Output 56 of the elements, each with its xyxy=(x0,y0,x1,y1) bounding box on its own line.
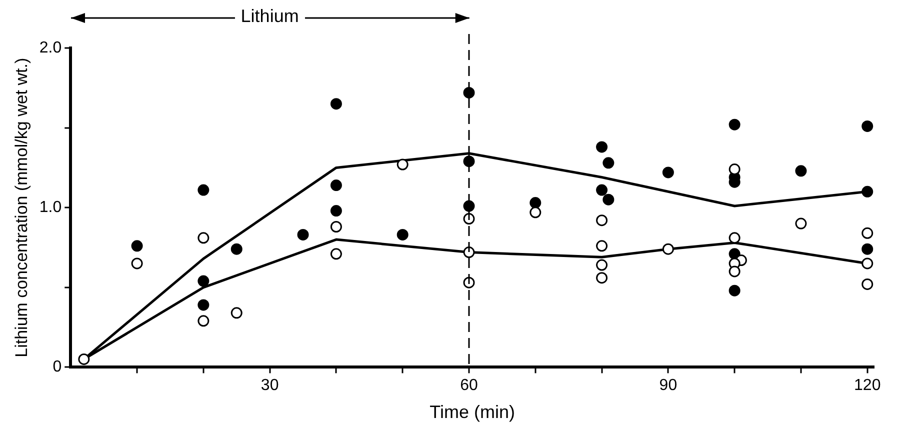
point xyxy=(596,272,608,284)
y-axis-title: Lithium concentration (mmol/kg wet wt.) xyxy=(12,58,31,358)
point xyxy=(530,197,542,209)
point xyxy=(602,157,614,169)
point xyxy=(230,307,242,319)
point xyxy=(728,118,740,130)
point xyxy=(198,232,210,244)
point xyxy=(131,240,143,252)
point xyxy=(862,243,874,255)
point xyxy=(131,258,143,270)
point xyxy=(463,246,475,258)
point xyxy=(596,259,608,271)
point xyxy=(596,141,608,153)
point xyxy=(463,86,475,98)
point xyxy=(78,353,90,365)
point xyxy=(330,221,342,232)
x-axis-title: Time (min) xyxy=(430,402,515,422)
point xyxy=(862,227,874,239)
point xyxy=(396,158,408,170)
point xyxy=(198,275,210,287)
y-tick-label: 0 xyxy=(52,358,62,376)
point xyxy=(795,218,807,230)
point xyxy=(198,299,210,311)
y-tick-label: 2.0 xyxy=(39,39,62,56)
point xyxy=(198,184,210,196)
point xyxy=(728,266,740,278)
point xyxy=(463,200,475,212)
point xyxy=(662,243,674,255)
point xyxy=(330,248,342,260)
point xyxy=(862,278,874,290)
point xyxy=(330,180,342,192)
x-tick-label: 90 xyxy=(659,377,678,394)
point xyxy=(662,166,674,178)
point xyxy=(396,228,408,240)
x-tick-label: 60 xyxy=(460,377,478,394)
point xyxy=(728,232,740,244)
point xyxy=(297,228,309,240)
point xyxy=(230,243,242,255)
point xyxy=(330,98,342,110)
text: Lithium xyxy=(234,6,305,26)
point xyxy=(728,284,740,296)
point xyxy=(596,214,608,226)
point xyxy=(198,315,210,327)
x-tick-label: 120 xyxy=(854,377,881,394)
point xyxy=(596,184,608,196)
point xyxy=(795,165,807,177)
point xyxy=(862,258,874,270)
point xyxy=(463,156,475,168)
point xyxy=(530,206,542,218)
point xyxy=(862,186,874,198)
x-tick-label: 30 xyxy=(260,377,279,394)
point xyxy=(596,240,608,252)
y-tick-label: 1.0 xyxy=(39,199,62,216)
point xyxy=(330,205,342,217)
point xyxy=(602,194,614,206)
point xyxy=(862,120,874,132)
